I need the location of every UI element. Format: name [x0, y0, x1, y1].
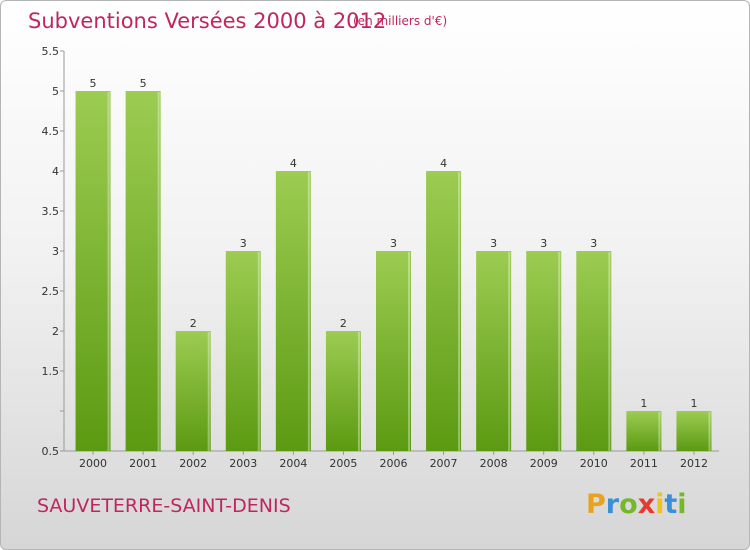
x-tick-label: 2010	[580, 457, 608, 470]
bar-highlight	[658, 412, 661, 451]
x-tick-label: 2008	[480, 457, 508, 470]
y-tick-label: 4	[52, 165, 59, 178]
data-label: 3	[540, 237, 547, 250]
x-tick-label: 2011	[630, 457, 658, 470]
bar-2011	[626, 411, 662, 451]
bars	[75, 91, 712, 451]
logo-letter: i	[655, 489, 665, 520]
x-tick-label: 2001	[129, 457, 157, 470]
data-label: 2	[190, 317, 197, 330]
bar-highlight	[408, 252, 410, 451]
x-tick-label: 2002	[179, 457, 207, 470]
y-tick-label: 2	[52, 325, 59, 338]
logo-letter: P	[586, 489, 606, 520]
data-label: 2	[340, 317, 347, 330]
bar-highlight	[357, 332, 360, 451]
y-tick-label: 3	[52, 245, 59, 258]
bar-2010	[576, 251, 612, 451]
y-tick-label: 4.5	[42, 125, 60, 138]
data-label: 5	[140, 77, 147, 90]
x-tick-label: 2012	[680, 457, 708, 470]
data-label: 1	[640, 397, 647, 410]
x-tick-label: 2006	[380, 457, 408, 470]
bar-highlight	[207, 332, 210, 451]
y-tick-label: 3.5	[42, 205, 60, 218]
bar-highlight	[558, 252, 561, 451]
labels: 2000 5 2001 5 2002 2 2003 3 2004 4 2005 2 2006 3 2007 4…	[79, 77, 708, 470]
commune-name: SAUVETERRE-SAINT-DENIS	[37, 495, 291, 517]
bar-highlight	[508, 252, 511, 451]
logo-letter: x	[637, 489, 656, 520]
bar-2012	[676, 411, 712, 451]
x-tick-label: 2007	[430, 457, 458, 470]
data-label: 3	[240, 237, 247, 250]
bar-2009	[526, 251, 562, 451]
bar-2003	[225, 251, 261, 451]
proxiti-logo: Proxiti	[586, 489, 687, 520]
y-tick-label: 5.5	[42, 45, 60, 58]
bar-highlight	[458, 172, 461, 451]
data-label: 3	[490, 237, 497, 250]
bar-2001	[125, 91, 161, 451]
data-label: 1	[690, 397, 697, 410]
data-label: 5	[90, 77, 97, 90]
bar-2000	[75, 91, 111, 451]
chart-title: Subventions Versées 2000 à 2012	[28, 9, 387, 33]
logo-letter: i	[677, 489, 687, 520]
bar-highlight	[708, 412, 711, 451]
data-label: 3	[390, 237, 397, 250]
unit-label: (en milliers d'€)	[353, 14, 448, 28]
bar-highlight	[257, 252, 260, 451]
bar-highlight	[608, 252, 611, 451]
y-tick-label: 5	[52, 85, 59, 98]
x-tick-label: 2004	[279, 457, 307, 470]
bar-2005	[325, 331, 361, 451]
bar-2002	[175, 331, 211, 451]
bar-2004	[275, 171, 311, 451]
x-tick-label: 2009	[530, 457, 558, 470]
y-tick-label: 0.5	[42, 445, 60, 458]
data-label: 4	[440, 157, 447, 170]
bar-2008	[476, 251, 512, 451]
data-label: 4	[290, 157, 297, 170]
logo-letter: t	[664, 489, 678, 520]
y-tick-label: 1.5	[42, 365, 60, 378]
logo-letter: r	[605, 489, 620, 520]
bar-2006	[376, 251, 411, 451]
data-label: 3	[590, 237, 597, 250]
x-tick-label: 2005	[329, 457, 357, 470]
x-tick-label: 2003	[229, 457, 257, 470]
bar-2007	[426, 171, 462, 451]
bar-highlight	[107, 92, 110, 451]
bar-highlight	[157, 92, 160, 451]
y-tick-label: 2.5	[42, 285, 60, 298]
bar-highlight	[307, 172, 310, 451]
logo-letter: o	[619, 489, 638, 520]
x-tick-label: 2000	[79, 457, 107, 470]
